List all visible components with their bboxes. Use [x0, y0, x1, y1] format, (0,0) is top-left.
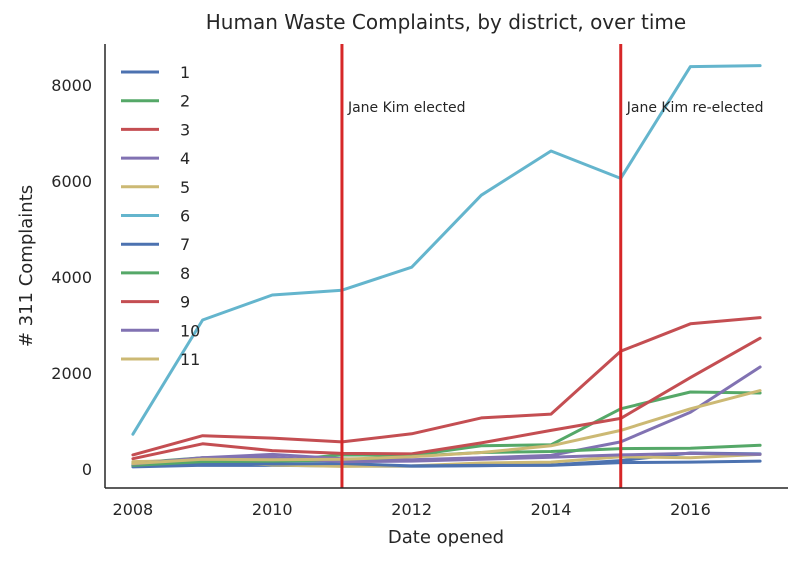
- x-tick-label: 2016: [670, 500, 711, 519]
- vline-annotation-1: Jane Kim elected: [347, 100, 466, 116]
- chart-title: Human Waste Complaints, by district, ove…: [206, 10, 686, 34]
- y-tick-label: 4000: [51, 268, 92, 287]
- legend-label-9: 9: [180, 293, 190, 312]
- plot-area: Jane Kim elected Jane Kim re-elected: [131, 44, 764, 488]
- legend-label-5: 5: [180, 178, 190, 197]
- legend-label-1: 1: [180, 63, 190, 82]
- series-line-7: [131, 459, 762, 468]
- y-tick-label: 2000: [51, 364, 92, 383]
- series-line-10: [131, 451, 762, 466]
- series-line-2: [131, 390, 762, 465]
- x-axis-label: Date opened: [388, 527, 504, 548]
- series-line-11: [131, 389, 762, 465]
- x-ticks: 2008 2010 2012 2014 2016: [113, 500, 711, 519]
- legend-label-4: 4: [180, 149, 190, 168]
- y-tick-label: 0: [82, 460, 92, 479]
- vline-annotation-2: Jane Kim re-elected: [626, 100, 764, 116]
- x-tick-label: 2014: [531, 500, 572, 519]
- y-tick-label: 6000: [51, 172, 92, 191]
- legend-label-6: 6: [180, 207, 190, 226]
- y-tick-label: 8000: [51, 76, 92, 95]
- series-line-6: [131, 64, 762, 436]
- y-ticks: 0 2000 4000 6000 8000: [51, 76, 92, 479]
- legend-label-8: 8: [180, 264, 190, 283]
- legend-label-3: 3: [180, 120, 190, 139]
- x-tick-label: 2010: [252, 500, 293, 519]
- legend: 1 2 3 4 5 6 7 8 9 10 11: [121, 63, 200, 369]
- legend-label-10: 10: [180, 321, 200, 340]
- x-tick-label: 2012: [391, 500, 432, 519]
- y-axis-label: # 311 Complaints: [16, 185, 37, 347]
- legend-label-7: 7: [180, 235, 190, 254]
- x-tick-label: 2008: [113, 500, 154, 519]
- series-line-9: [131, 316, 762, 457]
- legend-label-2: 2: [180, 92, 190, 111]
- legend-label-11: 11: [180, 350, 200, 369]
- series-line-3: [131, 336, 762, 461]
